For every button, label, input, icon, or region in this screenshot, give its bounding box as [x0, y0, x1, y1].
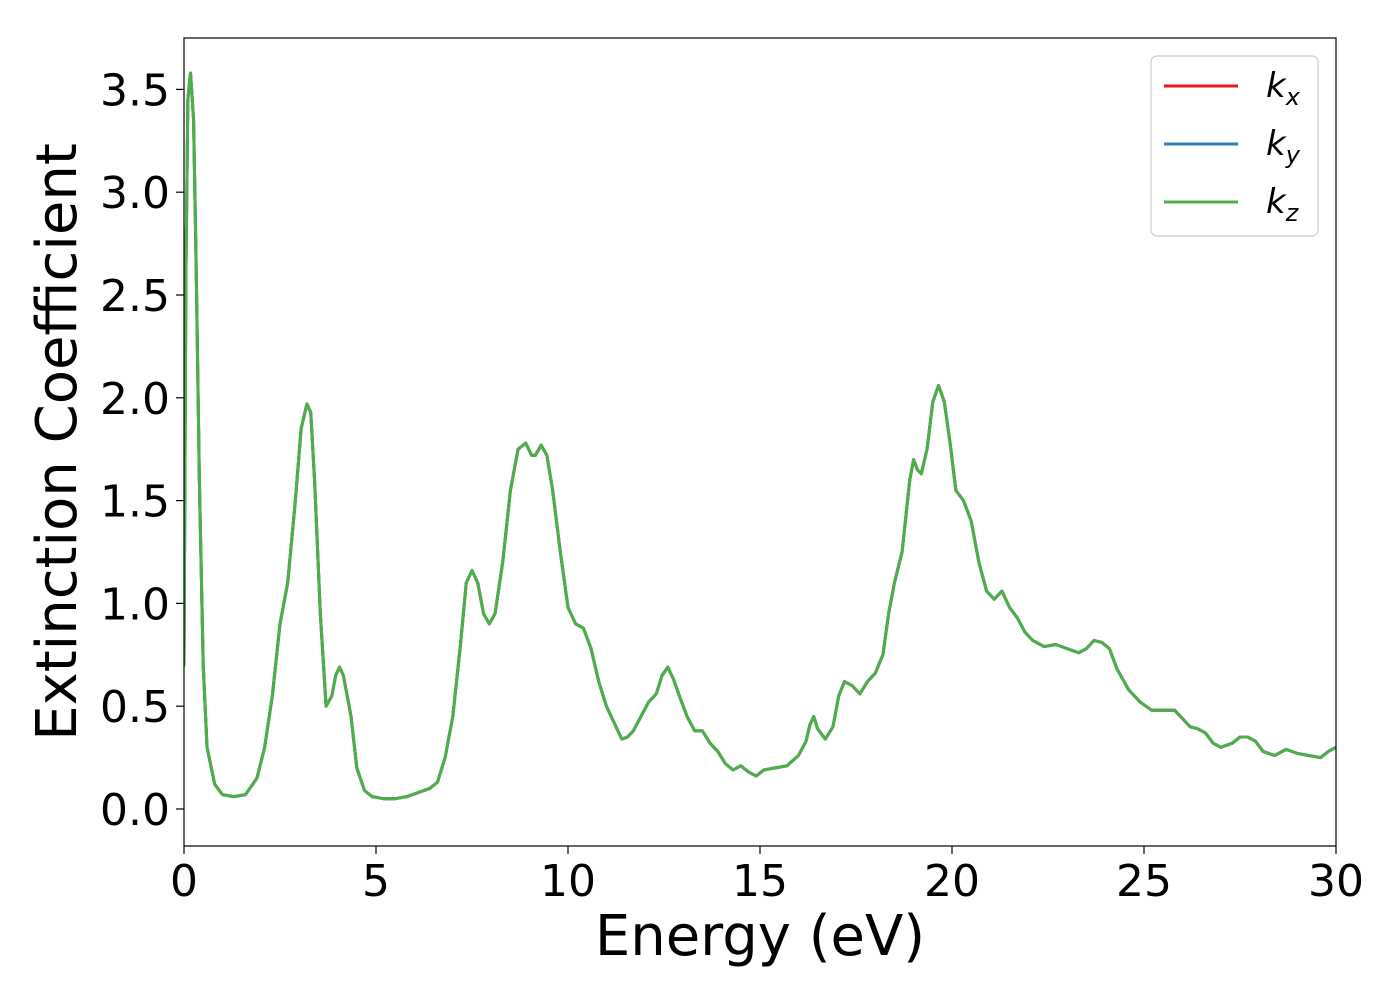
x-tick-label: 25	[1116, 856, 1172, 907]
series-line-kz	[184, 71, 1336, 801]
legend-box	[1150, 55, 1319, 237]
x-axis: 0 5 10 15 20 25 30	[170, 846, 1364, 907]
y-tick-label: 1.0	[100, 579, 170, 630]
legend-label-ky: ky	[1266, 124, 1301, 169]
y-tick-label: 2.0	[100, 374, 170, 425]
y-tick-label: 3.5	[100, 65, 170, 116]
legend-label-kz: kz	[1266, 182, 1300, 227]
legend-label-kx: kx	[1266, 66, 1301, 111]
y-tick-label: 3.0	[100, 168, 170, 219]
x-tick-label: 15	[732, 856, 788, 907]
y-axis: 0.0 0.5 1.0 1.5 2.0 2.5 3.0 3.5	[100, 65, 184, 836]
y-tick-label: 0.0	[100, 785, 170, 836]
y-tick-label: 2.5	[100, 271, 170, 322]
x-tick-label: 0	[170, 856, 198, 907]
y-tick-label: 1.5	[100, 477, 170, 528]
x-tick-label: 30	[1308, 856, 1364, 907]
x-tick-label: 20	[924, 856, 980, 907]
y-tick-label: 0.5	[100, 682, 170, 733]
x-tick-label: 5	[362, 856, 390, 907]
x-axis-label: Energy (eV)	[595, 904, 925, 969]
y-axis-label: Extinction Coefficient	[25, 143, 90, 741]
legend: kx ky kz	[1150, 55, 1319, 237]
curves	[184, 71, 1336, 801]
x-tick-label: 10	[540, 856, 596, 907]
